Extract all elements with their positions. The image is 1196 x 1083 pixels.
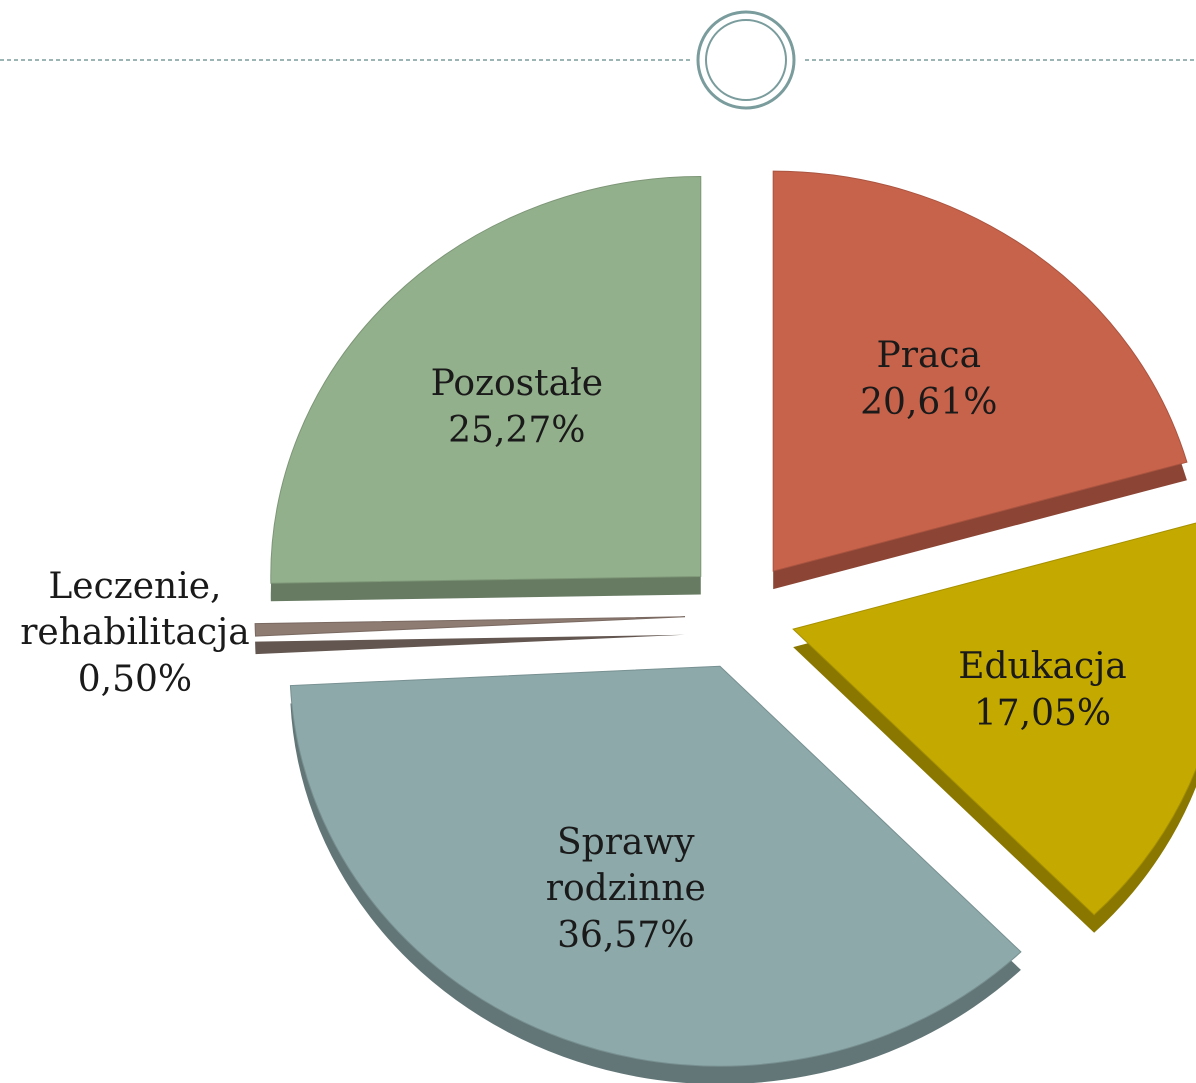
slice-label: Edukacja 17,05% [958, 644, 1127, 738]
value-label: 0,50% [77, 658, 193, 700]
slice [792, 522, 1196, 916]
slice-label: Leczenie, rehabilitacja 0,50% [20, 563, 249, 703]
slice [772, 170, 1188, 572]
slice-top [772, 170, 1188, 572]
slice-label: Sprawy rodzinne 36,57% [546, 819, 706, 959]
slice [254, 616, 686, 637]
slice-top [289, 665, 1022, 1067]
slice-top [270, 175, 702, 584]
slice-label: Praca 20,61% [860, 333, 997, 427]
slice [270, 175, 702, 584]
value-label: 20,61% [860, 381, 998, 423]
slice-top [254, 616, 686, 637]
value-label: 25,27% [448, 410, 586, 452]
category-label: Edukacja [958, 645, 1127, 687]
slice [289, 665, 1022, 1067]
category-label: Praca [876, 334, 982, 376]
slice-top [792, 522, 1196, 916]
slices [254, 170, 1196, 1067]
value-label: 17,05% [973, 692, 1112, 734]
category-label: Pozostałe [430, 363, 604, 405]
value-label: 36,57% [557, 915, 695, 957]
category-label: Sprawy rodzinne [545, 821, 706, 910]
category-label: Leczenie, rehabilitacja [20, 565, 250, 654]
slice-label: Pozostałe 25,27% [431, 361, 603, 455]
slice-side [255, 634, 686, 655]
header-decoration [0, 10, 1196, 110]
